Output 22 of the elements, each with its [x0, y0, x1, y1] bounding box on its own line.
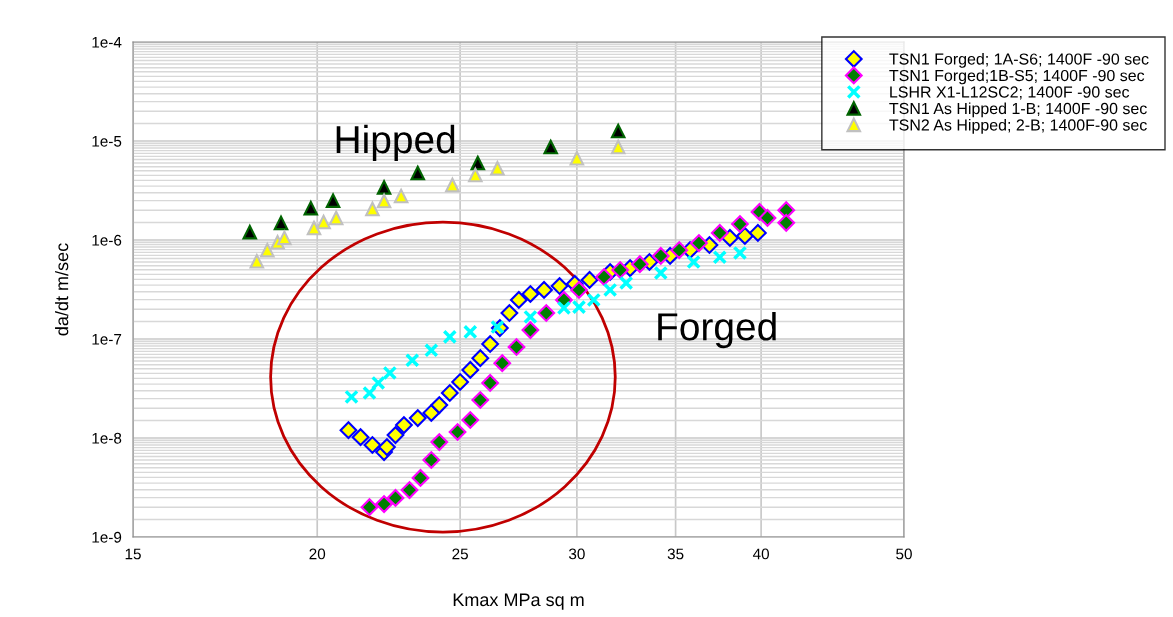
annotation: Forged — [658, 311, 776, 349]
x-tick-label: 30 — [568, 548, 585, 560]
legend-label: TSN1 Forged;1B-S5; 1400F -90 sec — [889, 69, 1145, 85]
legend-label: TSN1 As Hipped 1-B; 1400F -90 sec — [889, 102, 1147, 118]
x-tick-label: 15 — [125, 548, 141, 560]
x-tick-label: 35 — [667, 548, 684, 560]
y-tick-label: 1e-7 — [92, 334, 122, 345]
annotation: Hipped — [336, 124, 455, 162]
y-tick-label: 1e-4 — [92, 37, 122, 48]
legend-label: TSN1 Forged; 1A-S6; 1400F -90 sec — [889, 52, 1149, 68]
x-tick-label: 50 — [896, 548, 912, 560]
y-axis-title: da/dt m/sec — [55, 243, 69, 336]
y-tick-label: 1e-6 — [92, 234, 122, 246]
y-tick-label: 1e-8 — [92, 432, 122, 444]
x-tick-label: 20 — [309, 548, 326, 560]
y-tick-label: 1e-5 — [92, 136, 122, 147]
y-tick-label: 1e-9 — [92, 531, 122, 543]
x-tick-label: 25 — [452, 548, 468, 560]
legend-label: TSN2 As Hipped; 2-B; 1400F-90 sec — [889, 118, 1147, 134]
x-tick-label: 40 — [752, 548, 769, 560]
x-axis-title: Kmax MPa sq m — [453, 593, 584, 610]
legend-label: LSHR X1-L12SC2; 1400F -90 sec — [890, 86, 1130, 100]
